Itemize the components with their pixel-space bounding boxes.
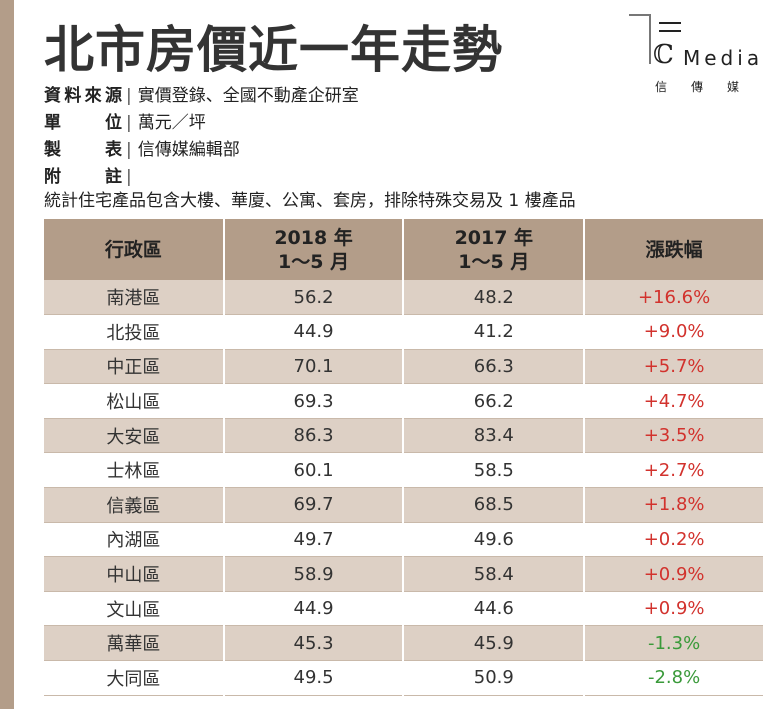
table-row: 文山區 44.9 44.6 +0.9% — [44, 591, 765, 627]
meta-line: 資料來源 | 實價登錄、全國不動產企研室 — [44, 84, 738, 108]
meta-label: 單位 — [44, 113, 122, 133]
meta-label: 資料來源 — [44, 86, 122, 106]
price-2018-cell: 45.3 — [223, 625, 405, 662]
table-row: 萬華區 45.3 45.9 -1.3% — [44, 625, 765, 662]
change-cell: +16.6% — [584, 280, 765, 316]
price-2017-cell: 68.5 — [403, 487, 586, 523]
logo-text: Media — [683, 46, 764, 70]
price-2017-cell: 49.6 — [403, 522, 586, 558]
table-row: 北投區 44.9 41.2 +9.0% — [44, 314, 765, 350]
table-row: 大同區 49.5 50.9 -2.8% — [44, 660, 765, 696]
price-2017-cell: 50.9 — [403, 660, 586, 696]
district-cell: 信義區 — [44, 487, 225, 523]
change-cell: +2.7% — [584, 452, 765, 489]
meta-line: 附註 | 統計住宅產品包含大樓、華廈、公寓、套房，排除特殊交易及 1 樓產品 — [44, 165, 768, 213]
side-accent-bar — [0, 0, 14, 709]
price-2018-cell: 86.3 — [223, 418, 405, 454]
district-cell: 大同區 — [44, 660, 225, 696]
change-cell: +9.0% — [584, 314, 765, 350]
price-2018-cell: 44.9 — [223, 314, 405, 350]
price-2018-cell: 60.1 — [223, 452, 405, 489]
district-cell: 文山區 — [44, 591, 225, 627]
meta-value: 統計住宅產品包含大樓、華廈、公寓、套房，排除特殊交易及 1 樓產品 — [44, 191, 576, 211]
table-row: 中正區 70.1 66.3 +5.7% — [44, 349, 765, 385]
price-2017-cell: 44.6 — [403, 591, 586, 627]
meta-separator: | — [126, 113, 132, 133]
meta-separator: | — [126, 140, 132, 160]
price-2017-cell: 66.2 — [403, 383, 586, 419]
price-2018-cell: 49.7 — [223, 522, 405, 558]
price-2017-cell: 48.2 — [403, 280, 586, 316]
logo-mark — [629, 14, 651, 64]
meta-separator: | — [126, 86, 132, 106]
media-logo: ℂ Media 信傳媒 — [625, 10, 765, 94]
district-cell: 南港區 — [44, 280, 225, 316]
meta-label: 附註 — [44, 167, 122, 187]
price-2018-cell: 69.7 — [223, 487, 405, 523]
price-2017-cell: 58.5 — [403, 452, 586, 489]
price-2018-cell: 56.2 — [223, 280, 405, 316]
price-table: 行政區 2018 年 1～5 月 2017 年 1～5 月漲跌幅 南港區 56.2 48.2… — [44, 219, 765, 696]
meta-value: 信傳媒編輯部 — [137, 140, 240, 160]
price-2017-cell: 83.4 — [403, 418, 586, 454]
table-row: 士林區 60.1 58.5 +2.7% — [44, 452, 765, 489]
change-cell: +0.9% — [584, 591, 765, 627]
district-cell: 內湖區 — [44, 522, 225, 558]
change-cell: +5.7% — [584, 349, 765, 385]
district-cell: 大安區 — [44, 418, 225, 454]
district-cell: 萬華區 — [44, 625, 225, 662]
price-2018-cell: 70.1 — [223, 349, 405, 385]
change-cell: +3.5% — [584, 418, 765, 454]
table-row: 信義區 69.7 68.5 +1.8% — [44, 487, 765, 523]
district-cell: 士林區 — [44, 452, 225, 489]
price-2017-cell: 41.2 — [403, 314, 586, 350]
district-cell: 松山區 — [44, 383, 225, 419]
price-2017-cell: 66.3 — [403, 349, 586, 385]
table-row: 南港區 56.2 48.2 +16.6% — [44, 280, 765, 316]
table-row: 中山區 58.9 58.4 +0.9% — [44, 556, 765, 592]
price-2017-cell: 45.9 — [403, 625, 586, 662]
change-cell: +0.9% — [584, 556, 765, 592]
change-cell: +4.7% — [584, 383, 765, 419]
meta-line: 單位 | 萬元／坪 — [44, 111, 738, 135]
change-cell: +0.2% — [584, 522, 765, 558]
meta-line: 製表 | 信傳媒編輯部 — [44, 138, 738, 162]
price-2017-cell: 58.4 — [403, 556, 586, 592]
price-2018-cell: 44.9 — [223, 591, 405, 627]
price-2018-cell: 49.5 — [223, 660, 405, 696]
district-cell: 北投區 — [44, 314, 225, 350]
table-row: 大安區 86.3 83.4 +3.5% — [44, 418, 765, 454]
logo-brand: ℂ — [653, 40, 674, 70]
meta-label: 製表 — [44, 140, 122, 160]
meta-value: 萬元／坪 — [137, 113, 206, 133]
change-cell: -1.3% — [584, 625, 765, 662]
column-header: 2018 年 1～5 月 — [223, 219, 405, 280]
meta-value: 實價登錄、全國不動產企研室 — [137, 86, 359, 106]
change-cell: -2.8% — [584, 660, 765, 696]
logo-cn: 信傳媒 — [655, 80, 764, 94]
table-header: 行政區 2018 年 1～5 月 2017 年 1～5 月漲跌幅 — [44, 219, 765, 280]
table-row: 內湖區 49.7 49.6 +0.2% — [44, 522, 765, 558]
district-cell: 中山區 — [44, 556, 225, 592]
column-header: 漲跌幅 — [584, 219, 765, 280]
column-header: 行政區 — [44, 219, 225, 280]
table-row: 松山區 69.3 66.2 +4.7% — [44, 383, 765, 419]
meta-separator: | — [126, 167, 132, 187]
change-cell: +1.8% — [584, 487, 765, 523]
district-cell: 中正區 — [44, 349, 225, 385]
page-title: 北市房價近一年走勢 — [44, 21, 503, 79]
column-header: 2017 年 1～5 月 — [403, 219, 586, 280]
price-2018-cell: 58.9 — [223, 556, 405, 592]
price-2018-cell: 69.3 — [223, 383, 405, 419]
logo-bars — [659, 22, 681, 32]
